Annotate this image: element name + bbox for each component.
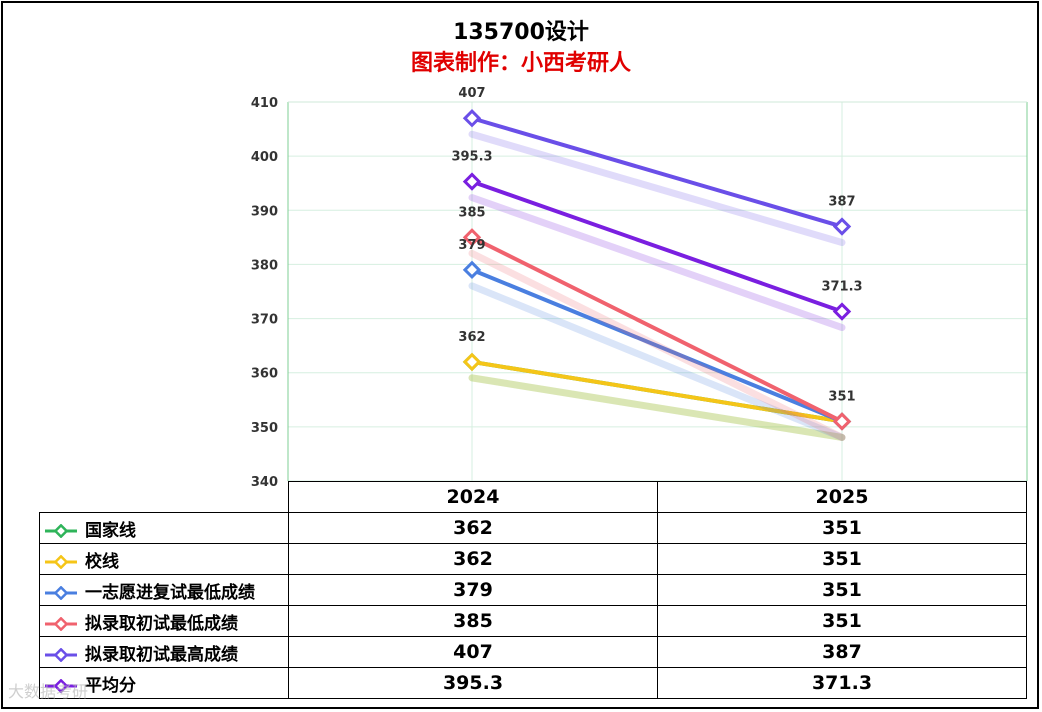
grid <box>287 101 1028 482</box>
data-point <box>462 172 482 191</box>
series-line-4 <box>470 116 844 229</box>
data-point <box>462 352 482 372</box>
series-name-cell: 国家线 <box>39 512 289 544</box>
series-name-cell: 拟录取初试最低成绩 <box>39 605 289 637</box>
table-cell-2025: 351 <box>657 543 1027 575</box>
data-labels: 362 351 379 385 407 387 395.3 371.3 <box>451 86 862 404</box>
series-name: 拟录取初试最高成绩 <box>85 644 238 665</box>
series-lines <box>462 109 852 441</box>
data-point <box>832 302 852 321</box>
table-cell-2025: 387 <box>657 636 1027 668</box>
legend-key <box>45 523 77 538</box>
data-label: 371.3 <box>821 280 862 295</box>
series-shadow <box>468 374 846 441</box>
series-name: 一志愿进复试最低成绩 <box>85 582 255 603</box>
y-tick-label: 380 <box>251 258 278 273</box>
data-point <box>462 260 482 280</box>
series-name-cell: 拟录取初试最高成绩 <box>39 636 289 668</box>
data-label: 407 <box>458 86 485 101</box>
table-cell-2025: 371.3 <box>657 667 1027 699</box>
series-line-1 <box>470 359 844 424</box>
y-tick-label: 360 <box>251 367 278 382</box>
data-label: 351 <box>828 389 855 404</box>
y-tick-label: 390 <box>251 204 278 219</box>
table-header-2025: 2025 <box>657 481 1027 513</box>
y-tick-label: 410 <box>251 96 278 111</box>
table-cell-2024: 395.3 <box>288 667 658 699</box>
series-name-cell: 平均分 <box>39 667 289 699</box>
series-name: 平均分 <box>85 675 136 696</box>
series-line-5 <box>470 179 844 314</box>
data-point <box>462 109 482 128</box>
table-cell-2024: 385 <box>288 605 658 637</box>
data-label: 379 <box>458 238 485 253</box>
chart-subtitle: 图表制作：小西考研人 <box>410 51 631 76</box>
table-row: 拟录取初试最低成绩 385 351 <box>39 605 1027 637</box>
legend-key <box>45 616 77 631</box>
series-line-3 <box>470 235 844 424</box>
legend-key <box>45 678 77 693</box>
series-shadow <box>468 194 846 332</box>
table-row: 平均分 395.3 371.3 <box>39 667 1027 699</box>
table-row: 拟录取初试最高成绩 407 387 <box>39 636 1027 668</box>
table-header-row: 2024 2025 <box>39 481 1027 513</box>
series-shadow <box>468 374 846 441</box>
table-cell-2025: 351 <box>657 512 1027 544</box>
data-table: 2024 2025 国家线 362 351 校线 362 351 一志愿进复试最低成绩 379… <box>39 481 1027 699</box>
legend-key <box>45 647 77 662</box>
chart-title: 135700设计 <box>453 20 589 45</box>
series-name-cell: 校线 <box>39 543 289 575</box>
data-label: 362 <box>458 330 485 345</box>
series-shadow <box>468 249 846 441</box>
series-name: 国家线 <box>85 520 136 541</box>
data-label: 395.3 <box>451 150 492 165</box>
legend-key <box>45 554 77 569</box>
series-name: 拟录取初试最低成绩 <box>85 613 238 634</box>
y-tick-label: 370 <box>251 313 278 328</box>
table-cell-2024: 379 <box>288 574 658 606</box>
legend-key <box>45 585 77 600</box>
data-point <box>832 412 852 431</box>
y-tick-label: 350 <box>251 421 278 436</box>
series-name: 校线 <box>85 551 119 572</box>
data-point <box>462 228 482 247</box>
data-label: 387 <box>828 195 855 210</box>
table-row: 校线 362 351 <box>39 543 1027 575</box>
series-shadow <box>468 282 846 441</box>
table-row: 一志愿进复试最低成绩 379 351 <box>39 574 1027 606</box>
table-row: 国家线 362 351 <box>39 512 1027 544</box>
series-shadow <box>468 130 846 247</box>
series-name-cell: 一志愿进复试最低成绩 <box>39 574 289 606</box>
data-point <box>832 217 852 236</box>
series-line-2 <box>470 267 844 424</box>
table-cell-2024: 407 <box>288 636 658 668</box>
table-cell-2024: 362 <box>288 512 658 544</box>
table-cell-2024: 362 <box>288 543 658 575</box>
watermark: 大数据考研 <box>8 682 89 701</box>
y-tick-label: 400 <box>251 150 278 165</box>
table-corner <box>39 481 289 513</box>
table-header-2024: 2024 <box>288 481 658 513</box>
data-label: 385 <box>458 205 485 220</box>
table-cell-2025: 351 <box>657 574 1027 606</box>
table-cell-2025: 351 <box>657 605 1027 637</box>
